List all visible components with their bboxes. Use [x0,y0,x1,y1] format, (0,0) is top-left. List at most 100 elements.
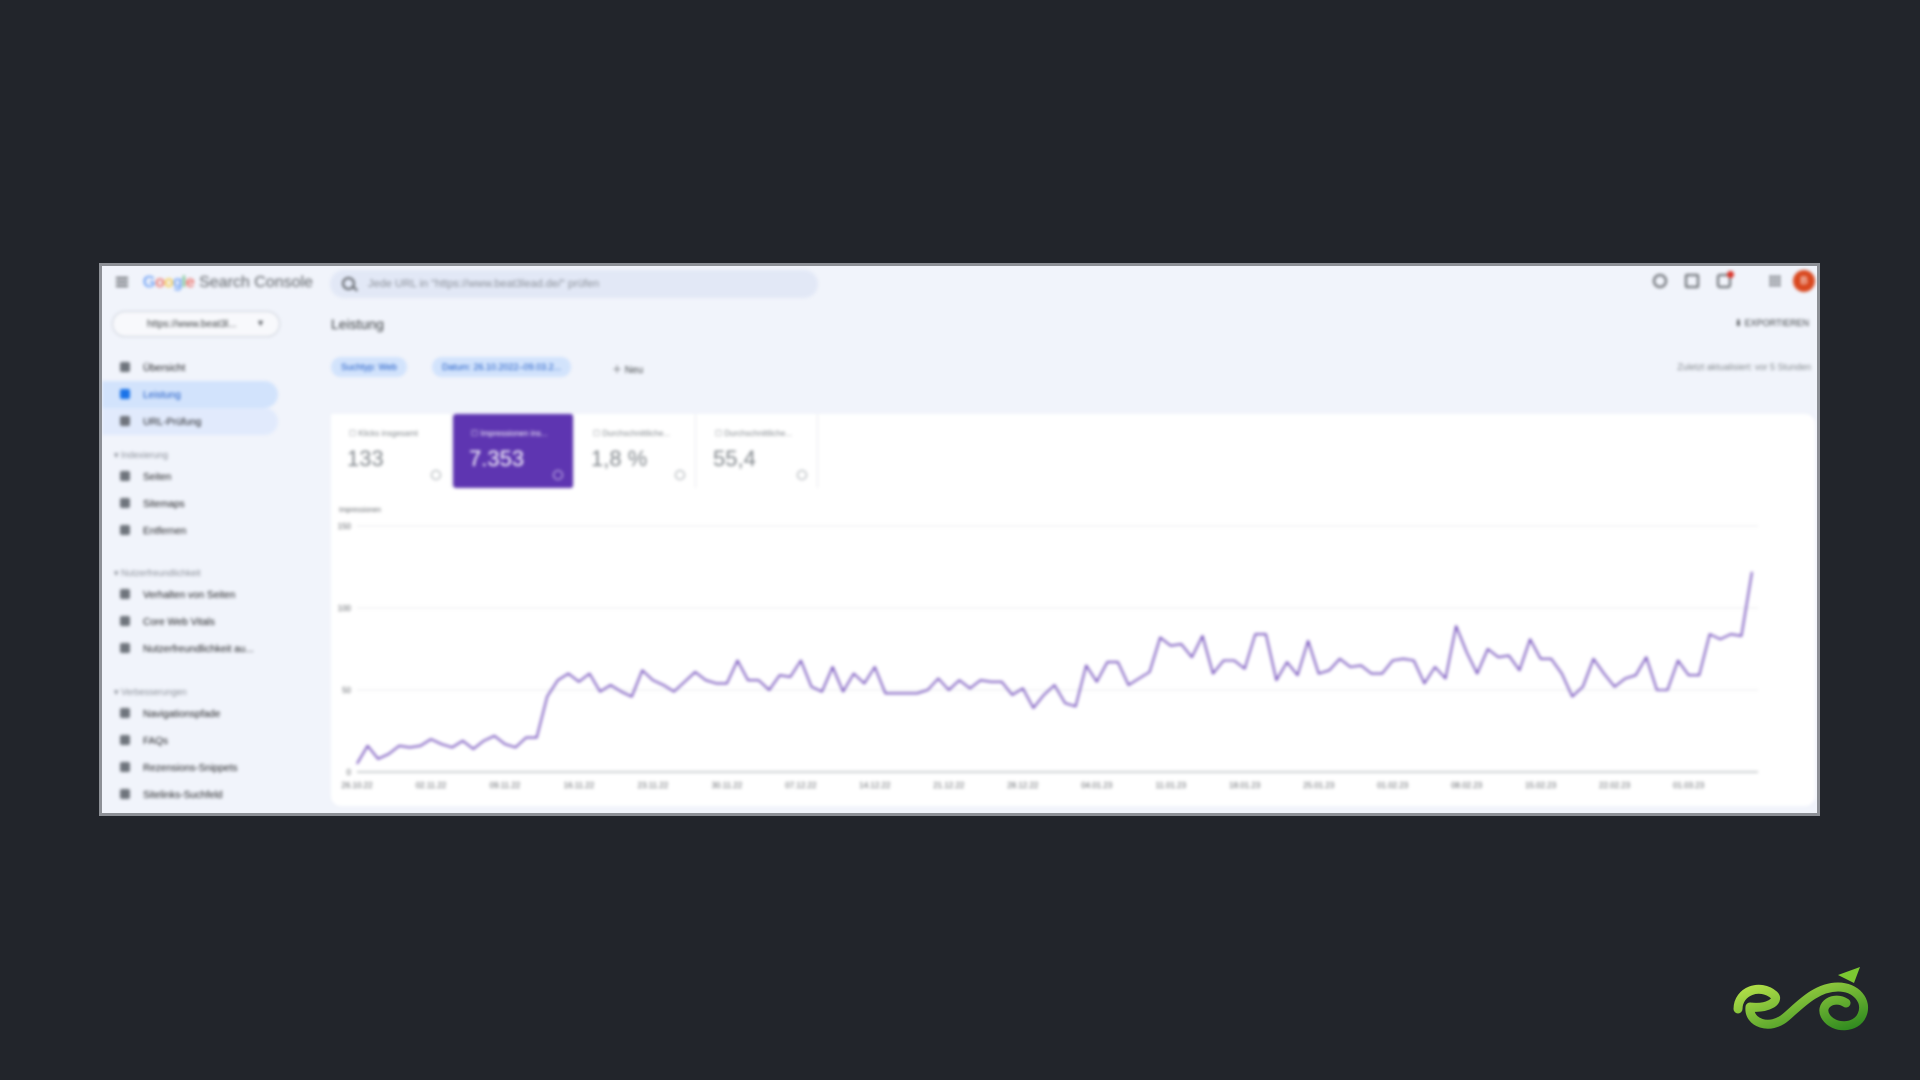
metric-card-position[interactable]: Durchschnittliche... 55,4 [697,414,818,488]
notifications-icon[interactable] [1717,271,1734,288]
sidebar-item-breadcrumbs[interactable]: Navigationspfade [102,700,278,727]
sidebar-item-label: Navigationspfade [143,709,221,720]
property-selector[interactable]: https://www.beat3l... ▼ [112,311,280,337]
search-icon [120,416,130,426]
metric-label: Impressionen ins... [471,429,547,438]
last-updated: Zuletzt aktualisiert: vor 5 Stunden [1677,362,1811,372]
x-tick-label: 25.01.23 [1303,781,1335,790]
x-tick-label: 16.11.22 [564,781,595,790]
sidebar-item-label: Verhalten von Seiten [143,590,236,601]
sidebar-item-page-experience[interactable]: Verhalten von Seiten [102,581,278,608]
sidebar-item-label: Übersicht [143,363,186,374]
sidebar-item-label: Sitemaps [143,499,185,510]
sidebar-item-review-snippets[interactable]: Rezensions-Snippets [102,754,278,781]
sidebar-item-sitemaps[interactable]: Sitemaps [102,490,278,517]
new-filter-button[interactable]: ＋ Neu [612,365,644,376]
y-tick-label: 0 [347,768,352,777]
metric-value: 133 [347,446,384,471]
sidebar-item-label: Seiten [143,472,172,483]
sidebar-item-label: FAQs [143,736,169,747]
x-tick-label: 15.02.23 [1525,781,1557,790]
pages-icon [120,471,130,481]
metric-card-impressions[interactable]: Impressionen ins... 7.353 [453,414,574,488]
search-icon [342,277,355,290]
x-tick-label: 14.12.22 [859,781,891,790]
globe-icon [120,589,130,599]
help-icon[interactable] [553,470,563,480]
searchbox-icon [120,789,130,799]
y-axis-label: Impressionen [339,507,381,514]
sidebar-item-mobile-usability[interactable]: Nutzerfreundlichkeit au... [102,635,278,662]
sidebar-item-performance[interactable]: Leistung [102,381,278,408]
section-enhancements[interactable]: Verbesserungen [114,687,187,698]
metric-value: 7.353 [469,446,525,471]
y-tick-label: 100 [338,604,352,613]
sidebar-item-faqs[interactable]: FAQs [102,727,278,754]
sidebar-item-label: Rezensions-Snippets [143,763,238,774]
top-bar: Google Search Console Jede URL in "https… [102,266,1817,300]
metric-card-clicks[interactable]: Klicks insgesamt 133 [331,414,452,488]
metric-label: Klicks insgesamt [349,429,418,438]
help-icon[interactable] [797,470,807,480]
metric-value: 55,4 [713,446,756,471]
metric-label: Durchschnittliche... [715,429,792,438]
x-tick-label: 09.11.22 [490,781,521,790]
filter-chip-search-type[interactable]: Suchtyp: Web [331,357,407,377]
sidebar-item-pages[interactable]: Seiten [102,463,278,490]
apps-grid-icon[interactable] [1769,275,1781,287]
avatar[interactable]: B [1793,270,1815,292]
users-icon[interactable] [1685,274,1699,288]
x-tick-label: 18.01.23 [1229,781,1261,790]
faq-icon [120,735,130,745]
x-tick-label: 07.12.22 [785,781,817,790]
x-tick-label: 01.03.23 [1673,781,1705,790]
search-console-logo[interactable]: Google Search Console [143,274,313,291]
trending-icon [120,389,130,399]
x-tick-label: 22.02.23 [1599,781,1631,790]
performance-panel: Klicks insgesamt 133 Impressionen ins...… [331,414,1815,806]
x-tick-label: 01.02.23 [1377,781,1409,790]
y-tick-label: 50 [342,686,351,695]
phone-icon [120,643,130,653]
metric-card-ctr[interactable]: Durchschnittliche... 1,8 % [575,414,696,488]
sidebar-item-label: Sitelinks-Suchfeld [143,790,223,801]
review-icon [120,762,130,772]
search-placeholder: Jede URL in "https://www.beat3lead.de/" … [368,278,600,290]
impressions-series-line [356,571,1753,765]
sidebar-item-sitelinks-searchbox[interactable]: Sitelinks-Suchfeld [102,781,278,808]
x-tick-label: 02.11.22 [416,781,447,790]
removal-icon [120,525,130,535]
section-experience[interactable]: Nutzerfreundlichkeit [114,568,201,579]
filter-chip-date[interactable]: Datum: 26.10.2022–09.03.2... [432,357,572,377]
sidebar: https://www.beat3l... ▼ Übersicht Leistu… [102,300,280,813]
sidebar-item-url-inspection[interactable]: URL-Prüfung [102,408,278,435]
sidebar-item-core-web-vitals[interactable]: Core Web Vitals [102,608,278,635]
screenshot-frame: Google Search Console Jede URL in "https… [99,263,1820,816]
breadcrumb-icon [120,708,130,718]
sidebar-item-overview[interactable]: Übersicht [102,354,278,381]
page-title: Leistung [331,316,384,332]
notification-badge [1727,271,1734,278]
x-tick-label: 04.01.23 [1081,781,1113,790]
menu-icon[interactable] [116,275,128,287]
sidebar-item-removals[interactable]: Entfernen [102,517,278,544]
url-inspection-search[interactable]: Jede URL in "https://www.beat3lead.de/" … [330,270,818,298]
help-icon[interactable] [431,470,441,480]
help-icon[interactable] [675,470,685,480]
metric-value: 1,8 % [591,446,648,471]
help-icon[interactable] [1653,274,1667,288]
product-name: Search Console [199,274,313,291]
x-tick-label: 08.02.23 [1451,781,1483,790]
sidebar-item-label: Nutzerfreundlichkeit au... [143,644,254,655]
sidebar-item-label: Core Web Vitals [143,617,215,628]
x-tick-label: 21.12.22 [933,781,965,790]
export-button[interactable]: EXPORTIEREN [1735,318,1809,329]
sidebar-item-label: Entfernen [143,526,187,537]
metric-label: Durchschnittliche... [593,429,670,438]
section-indexing[interactable]: Indexierung [114,450,168,461]
sidebar-item-label: Leistung [143,390,181,401]
x-tick-label: 28.12.22 [1007,781,1039,790]
x-tick-label: 11.01.23 [1155,781,1186,790]
impressions-chart[interactable]: Impressionen 0 50 100 150 26.10.22 02.11.22 09.… [331,502,1815,802]
speed-icon [120,616,130,626]
